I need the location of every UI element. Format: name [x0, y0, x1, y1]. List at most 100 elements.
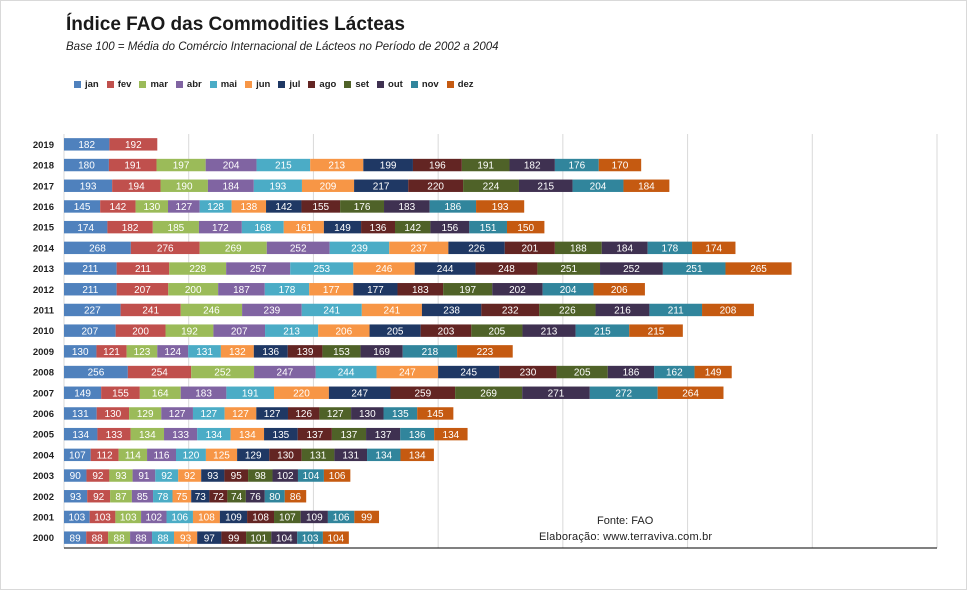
bar-segment-mai-2008	[315, 365, 377, 379]
data-label: 101	[250, 533, 267, 544]
data-label: 131	[342, 450, 359, 461]
bar-segment-set-2007	[455, 386, 523, 399]
data-label: 164	[152, 388, 169, 399]
data-label: 216	[614, 306, 631, 317]
data-label: 265	[750, 264, 767, 275]
data-label: 123	[134, 347, 151, 358]
legend-item-mai: mai	[209, 79, 237, 90]
bar-segment-jun-2014	[389, 241, 449, 255]
data-label: 142	[110, 202, 127, 213]
bar-segment-set-2010	[471, 324, 523, 337]
bar-segment-fev-2018	[108, 158, 157, 172]
data-label: 183	[195, 388, 212, 399]
bar-segment-jul-2005	[264, 427, 298, 441]
y-tick-label: 2018	[33, 161, 54, 172]
legend-item-abr: abr	[175, 79, 202, 90]
bar-segment-set-2003	[248, 469, 273, 482]
y-tick-label: 2013	[33, 264, 54, 275]
bar-segment-ago-2003	[224, 469, 249, 482]
data-label: 211	[135, 264, 151, 275]
bar-segment-jul-2017	[354, 179, 409, 192]
bar-segment-nov-2003	[297, 469, 324, 482]
data-label: 161	[295, 223, 312, 234]
bar-segment-jan-2014	[64, 241, 131, 255]
bar-segment-ago-2012	[397, 283, 444, 296]
data-label: 211	[82, 285, 98, 296]
data-label: 192	[125, 140, 142, 151]
y-tick-label: 2000	[33, 533, 54, 544]
bar-segment-dez-2008	[694, 365, 732, 379]
data-label: 207	[134, 285, 151, 296]
bar-segment-jul-2002	[191, 490, 210, 503]
data-label: 199	[380, 161, 397, 172]
data-label: 272	[615, 388, 632, 399]
data-label: 151	[480, 223, 497, 234]
bar-segment-dez-2014	[692, 241, 736, 255]
legend-label: out	[388, 79, 403, 90]
data-label: 246	[376, 264, 393, 275]
bar-segment-jul-2003	[201, 469, 225, 482]
bar-segment-dez-2001	[354, 510, 380, 524]
data-label: 126	[295, 409, 312, 420]
legend-swatch	[278, 81, 286, 88]
data-label: 205	[489, 326, 506, 337]
bar-segment-fev-2011	[120, 303, 181, 317]
bar-segment-mar-2000	[108, 531, 131, 544]
data-label: 174	[705, 243, 722, 254]
y-tick-label: 2010	[33, 326, 54, 337]
bar-segment-jun-2010	[318, 324, 370, 337]
data-label: 213	[541, 326, 558, 337]
bar-segment-jan-2010	[64, 324, 116, 337]
bar-segment-nov-2014	[647, 241, 693, 255]
data-label: 241	[142, 306, 159, 317]
legend-item-jan: jan	[74, 79, 99, 90]
bar-segment-set-2001	[274, 510, 301, 524]
data-label: 139	[297, 347, 314, 358]
bar-segment-jan-2019	[64, 138, 110, 151]
bar-segment-mai-2012	[264, 283, 310, 296]
bar-segment-mar-2013	[169, 262, 227, 275]
bar-segment-jan-2009	[64, 345, 97, 358]
bar-segment-fev-2004	[90, 448, 119, 462]
y-tick-label: 2009	[33, 347, 54, 358]
data-label: 193	[80, 181, 97, 192]
data-label: 80	[269, 492, 281, 503]
data-label: 90	[70, 471, 82, 482]
bar-segment-mar-2017	[160, 179, 208, 192]
data-label: 207	[81, 326, 98, 337]
bar-segment-nov-2015	[469, 220, 507, 234]
data-label: 227	[84, 306, 101, 317]
legend-item-dez: dez	[446, 79, 474, 90]
legend-item-mar: mar	[139, 79, 168, 90]
data-label: 208	[720, 306, 737, 317]
data-label: 276	[157, 243, 174, 254]
data-label: 182	[122, 223, 139, 234]
bar-segment-nov-2012	[542, 283, 594, 296]
data-label: 239	[351, 243, 368, 254]
bar-segment-set-2004	[301, 448, 335, 462]
data-label: 186	[445, 202, 462, 213]
data-label: 137	[341, 430, 358, 441]
bar-segment-out-2008	[607, 365, 655, 379]
data-label: 253	[313, 264, 330, 275]
data-label: 125	[213, 450, 230, 461]
y-tick-label: 2007	[33, 388, 54, 399]
bar-segment-abr-2015	[198, 220, 242, 234]
data-label: 168	[254, 223, 271, 234]
data-label: 150	[517, 223, 534, 234]
bar-segment-abr-2018	[205, 158, 257, 172]
bar-segment-mai-2007	[226, 386, 275, 399]
data-label: 108	[198, 513, 215, 524]
bar-segment-out-2010	[522, 324, 576, 337]
data-label: 134	[239, 430, 256, 441]
y-tick-label: 2008	[33, 368, 54, 379]
bar-segment-ago-2004	[269, 448, 302, 462]
bar-segment-jul-2007	[328, 386, 391, 399]
data-label: 103	[120, 513, 137, 524]
data-label: 103	[302, 533, 319, 544]
data-label: 92	[92, 471, 104, 482]
data-label: 232	[502, 306, 519, 317]
bar-segment-mar-2002	[110, 490, 132, 503]
bar-segment-out-2016	[384, 200, 430, 213]
data-label: 182	[524, 161, 541, 172]
